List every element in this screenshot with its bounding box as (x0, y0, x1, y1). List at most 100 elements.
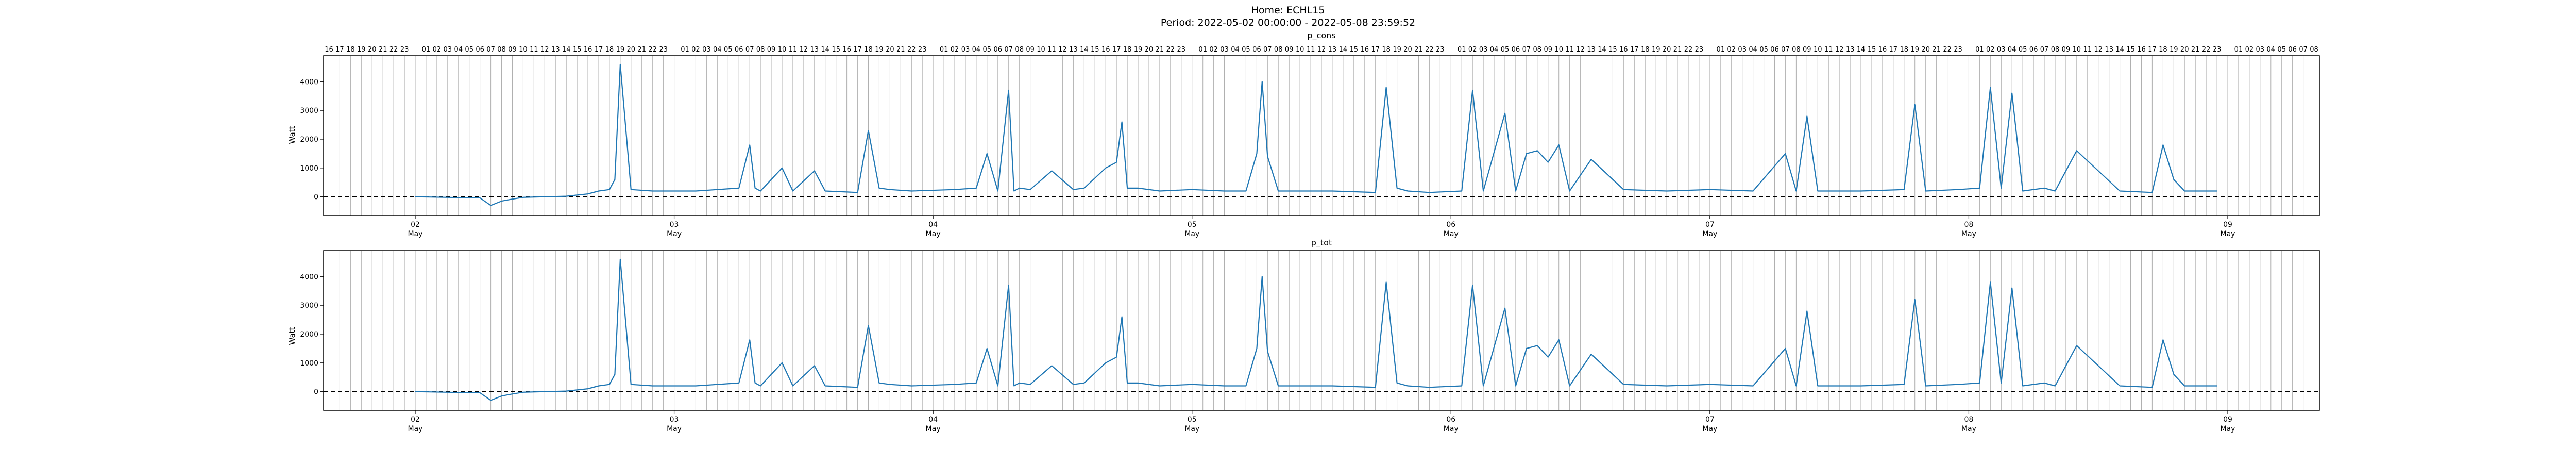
subplot-p-cons: p_cons 16 17 18 19 20 21 22 23 01 02 03 04 05 06 07 08 0… (287, 30, 2320, 238)
hour-label: 06 (2288, 46, 2297, 54)
hour-label: 07 (1263, 46, 1272, 54)
hour-label: 16 (1619, 46, 1628, 54)
hour-label: 03 (1220, 46, 1229, 54)
hour-label: 01 (940, 46, 948, 54)
hour-label: 23 (1177, 46, 1186, 54)
hour-label: 17 (1630, 46, 1639, 54)
hour-label: 09 (1803, 46, 1811, 54)
hour-label: 18 (346, 46, 355, 54)
hour-label: 23 (2213, 46, 2222, 54)
hour-label: 05 (1759, 46, 1768, 54)
hour-label: 19 (1652, 46, 1660, 54)
hour-label: 18 (1900, 46, 1909, 54)
hour-label: 16 (325, 46, 333, 54)
hour-label: 15 (1868, 46, 1876, 54)
hour-label: 02 (1209, 46, 1218, 54)
hour-label: 16 (1101, 46, 1110, 54)
hour-label: 03 (1738, 46, 1747, 54)
x-tick-sublabel: May (1444, 425, 1459, 433)
hour-label: 20 (1403, 46, 1412, 54)
hour-label: 08 (1792, 46, 1801, 54)
grid-lines (329, 56, 2314, 216)
hour-label: 10 (778, 46, 787, 54)
hour-label: 23 (918, 46, 927, 54)
hour-label: 19 (1134, 46, 1143, 54)
y-tick-label: 4000 (300, 78, 318, 86)
x-tick-label: 04 (928, 416, 938, 424)
hour-label: 08 (497, 46, 506, 54)
x-tick-sublabel: May (926, 425, 941, 433)
hour-label: 03 (961, 46, 970, 54)
y-tick-label: 3000 (300, 302, 318, 310)
x-tick-label: 03 (670, 221, 679, 229)
hour-label: 06 (2029, 46, 2038, 54)
hour-label: 02 (2245, 46, 2254, 54)
y-axis-label: Watt (287, 327, 297, 345)
hour-label: 17 (595, 46, 603, 54)
x-tick-sublabel: May (1702, 230, 1717, 238)
hour-label: 19 (875, 46, 884, 54)
axes-frame (323, 250, 2320, 411)
hour-label: 22 (389, 46, 398, 54)
hour-label: 13 (1328, 46, 1337, 54)
hour-label: 02 (691, 46, 700, 54)
hour-label: 17 (335, 46, 344, 54)
hour-label: 12 (800, 46, 808, 54)
hour-label: 02 (433, 46, 442, 54)
hour-label: 02 (1727, 46, 1736, 54)
hour-label: 11 (1047, 46, 1056, 54)
x-tick-label: 04 (928, 221, 938, 229)
hour-label: 23 (659, 46, 668, 54)
hour-label: 19 (616, 46, 625, 54)
x-tick-label: 06 (1446, 416, 1455, 424)
hour-label: 23 (1954, 46, 1962, 54)
hour-label: 07 (1004, 46, 1013, 54)
hour-label: 04 (1749, 46, 1757, 54)
hour-label: 12 (2094, 46, 2103, 54)
subplot-title: p_tot (1311, 238, 1332, 248)
hour-label: 08 (1015, 46, 1024, 54)
hour-label: 18 (864, 46, 873, 54)
hour-label: 04 (1490, 46, 1499, 54)
hour-label: 23 (400, 46, 409, 54)
hour-label: 19 (357, 46, 366, 54)
y-axis-label: Watt (287, 126, 297, 144)
hour-label: 01 (422, 46, 431, 54)
hour-label: 09 (1544, 46, 1553, 54)
hour-label: 14 (1598, 46, 1606, 54)
hour-label: 05 (2019, 46, 2027, 54)
hour-label: 10 (1554, 46, 1563, 54)
hour-label: 15 (832, 46, 840, 54)
axes-frame (323, 55, 2320, 216)
hour-label: 08 (2310, 46, 2318, 54)
hour-label: 07 (486, 46, 495, 54)
x-tick-sublabel: May (1184, 425, 1199, 433)
hour-label: 04 (2008, 46, 2016, 54)
hour-label: 05 (724, 46, 733, 54)
hour-label: 09 (508, 46, 517, 54)
grid-lines (329, 251, 2314, 410)
hour-label: 07 (2299, 46, 2308, 54)
hour-label: 16 (1361, 46, 1369, 54)
hour-label: 07 (745, 46, 754, 54)
series-line (415, 258, 2217, 401)
hour-label: 06 (1770, 46, 1779, 54)
x-tick-sublabel: May (667, 230, 682, 238)
hour-label: 20 (2180, 46, 2189, 54)
hour-label: 18 (1641, 46, 1650, 54)
hour-label: 13 (810, 46, 819, 54)
hour-label: 05 (983, 46, 992, 54)
hour-label: 14 (562, 46, 571, 54)
hour-label: 05 (1242, 46, 1250, 54)
hour-label: 02 (951, 46, 959, 54)
y-tick-label: 4000 (300, 273, 318, 281)
hour-label: 14 (2115, 46, 2124, 54)
hour-label: 06 (1512, 46, 1520, 54)
hour-label: 09 (1285, 46, 1294, 54)
hour-label: 15 (1350, 46, 1359, 54)
hour-label: 13 (1846, 46, 1855, 54)
hour-label: 15 (1608, 46, 1617, 54)
hour-label: 19 (1393, 46, 1401, 54)
